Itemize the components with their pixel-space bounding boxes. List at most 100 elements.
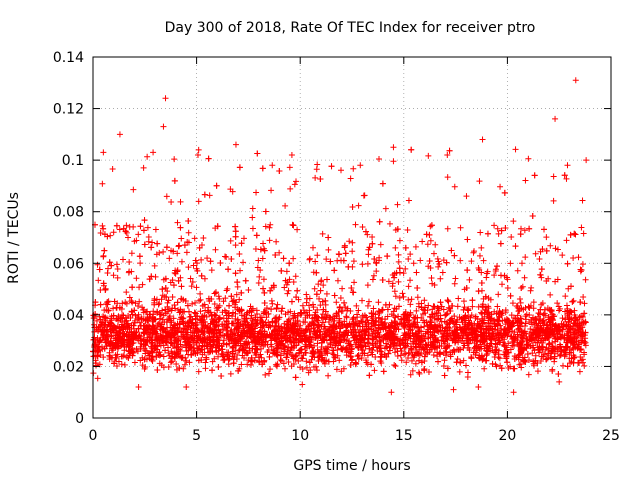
- data-point: [424, 346, 431, 353]
- data-point: [350, 165, 357, 172]
- data-point: [170, 334, 177, 341]
- data-point: [384, 306, 391, 313]
- data-point: [244, 332, 251, 339]
- data-point: [419, 238, 426, 245]
- data-point: [312, 174, 319, 181]
- data-point: [543, 277, 550, 284]
- data-point: [198, 320, 205, 327]
- data-point: [564, 339, 571, 346]
- data-point: [168, 348, 175, 355]
- data-point: [116, 226, 123, 233]
- data-point: [551, 335, 558, 342]
- data-point: [195, 198, 202, 205]
- data-point: [397, 352, 404, 359]
- data-point: [464, 369, 471, 376]
- data-point: [369, 330, 376, 337]
- data-point: [140, 329, 147, 336]
- data-point: [390, 158, 397, 165]
- data-point: [164, 299, 171, 306]
- data-point: [542, 356, 549, 363]
- data-point: [488, 320, 495, 327]
- data-point: [327, 258, 334, 265]
- data-point: [261, 247, 268, 254]
- data-point: [184, 302, 191, 309]
- data-point: [254, 320, 261, 327]
- data-point: [432, 336, 439, 343]
- data-point: [421, 335, 428, 342]
- data-point: [354, 353, 361, 360]
- data-point: [497, 240, 504, 247]
- data-point: [306, 302, 313, 309]
- data-point: [483, 274, 490, 281]
- data-point: [462, 312, 469, 319]
- data-point: [485, 327, 492, 334]
- data-point: [222, 253, 229, 260]
- data-point: [123, 222, 130, 229]
- data-point: [491, 222, 498, 229]
- data-point: [260, 322, 267, 329]
- data-point: [400, 270, 407, 277]
- data-point: [154, 367, 161, 374]
- data-point: [251, 357, 258, 364]
- data-point: [232, 270, 239, 277]
- data-point: [395, 258, 402, 265]
- data-point: [516, 307, 523, 314]
- data-point: [229, 309, 236, 316]
- data-point: [483, 357, 490, 364]
- data-point: [570, 297, 577, 304]
- data-point: [165, 297, 172, 304]
- data-points: [90, 77, 590, 396]
- data-point: [229, 313, 236, 320]
- data-point: [579, 330, 586, 337]
- data-point: [276, 314, 283, 321]
- data-point: [530, 344, 537, 351]
- data-point: [570, 360, 577, 367]
- data-point: [135, 231, 142, 238]
- data-point: [424, 241, 431, 248]
- data-point: [434, 255, 441, 262]
- data-point: [254, 310, 261, 317]
- data-point: [396, 269, 403, 276]
- data-point: [293, 352, 300, 359]
- data-point: [457, 359, 464, 366]
- data-point: [338, 368, 345, 375]
- data-point: [349, 248, 356, 255]
- data-point: [95, 277, 102, 284]
- data-point: [232, 310, 239, 317]
- data-point: [290, 279, 297, 286]
- data-point: [349, 316, 356, 323]
- data-point: [346, 338, 353, 345]
- data-point: [405, 256, 412, 263]
- data-point: [492, 336, 499, 343]
- data-point: [241, 312, 248, 319]
- data-point: [131, 238, 138, 245]
- data-point: [236, 296, 243, 303]
- data-point: [556, 323, 563, 330]
- data-point: [300, 328, 307, 335]
- data-point: [516, 296, 523, 303]
- data-point: [238, 289, 245, 296]
- data-point: [314, 324, 321, 331]
- data-point: [96, 338, 103, 345]
- data-point: [148, 348, 155, 355]
- data-point: [505, 340, 512, 347]
- data-point: [457, 346, 464, 353]
- data-point: [162, 306, 169, 313]
- data-point: [342, 250, 349, 257]
- data-point: [278, 267, 285, 274]
- data-point: [272, 323, 279, 330]
- data-point: [135, 302, 142, 309]
- data-point: [481, 365, 488, 372]
- data-point: [341, 299, 348, 306]
- data-point: [390, 333, 397, 340]
- data-point: [447, 308, 454, 315]
- data-point: [167, 317, 174, 324]
- data-point: [534, 368, 541, 375]
- data-point: [163, 244, 170, 251]
- data-point: [333, 299, 340, 306]
- data-point: [335, 322, 342, 329]
- data-point: [482, 293, 489, 300]
- data-point: [368, 361, 375, 368]
- data-point: [215, 364, 222, 371]
- data-point: [149, 239, 156, 246]
